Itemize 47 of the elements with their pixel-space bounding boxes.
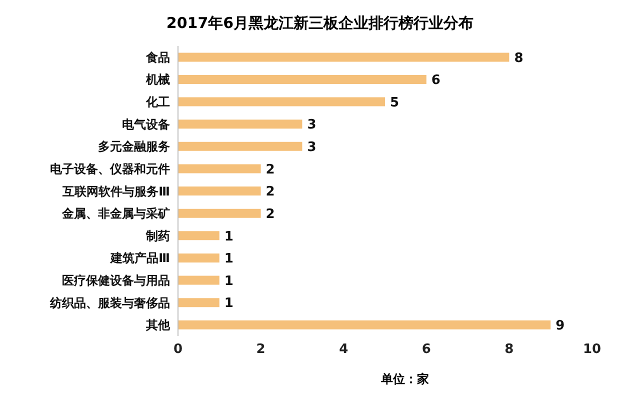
data-label: 2: [266, 162, 275, 178]
data-label: 2: [266, 184, 275, 200]
bar: [178, 231, 220, 240]
data-label: 5: [390, 95, 400, 110]
data-label: 1: [224, 296, 234, 312]
y-tick-label: 金属、非金属与采矿: [61, 206, 170, 221]
y-tick-label: 互联网软件与服务Ⅲ: [62, 184, 170, 198]
data-label: 1: [224, 229, 234, 244]
bar: [178, 186, 261, 196]
data-label: 6: [431, 73, 440, 88]
x-tick-label: 10: [582, 342, 602, 358]
bar: [178, 208, 261, 218]
x-tick-label: 2: [256, 342, 266, 358]
y-tick-label: 化工: [145, 95, 170, 110]
bar: [178, 320, 551, 330]
x-tick-label: 8: [504, 342, 514, 358]
y-tick-label: 电子设备、仪器和元件: [50, 162, 170, 176]
x-tick-label: 0: [173, 342, 183, 358]
bar: [178, 142, 302, 151]
bar: [178, 120, 302, 129]
bar: [178, 253, 220, 262]
y-tick-label: 医疗保健设备与用品: [62, 273, 170, 288]
data-label: 8: [514, 50, 524, 66]
data-label: 9: [556, 318, 565, 334]
data-label: 3: [307, 140, 316, 156]
bar: [178, 97, 385, 106]
data-label: 1: [224, 252, 234, 267]
data-label: 3: [307, 118, 316, 133]
bar: [178, 164, 261, 174]
y-tick-label: 其他: [145, 318, 171, 332]
y-tick-label: 纺织品、服装与奢侈品: [49, 296, 170, 310]
y-tick-label: 电气设备: [122, 117, 170, 132]
bar: [178, 52, 510, 62]
y-tick-label: 制药: [145, 228, 170, 243]
data-label: 1: [224, 274, 234, 289]
y-tick-label: 食品: [145, 50, 170, 64]
y-tick-label: 多元金融服务: [98, 140, 170, 154]
data-label: 2: [266, 206, 275, 222]
bar: [178, 75, 426, 84]
x-tick-label: 4: [339, 342, 348, 358]
chart-title: 2017年6月黑龙江新三板企业排行榜行业分布: [165, 14, 475, 33]
y-tick-label: 机械: [145, 72, 170, 87]
y-tick-label: 建筑产品Ⅲ: [110, 251, 170, 266]
x-tick-label: 6: [422, 342, 431, 358]
bar: [178, 298, 220, 308]
bar: [178, 276, 220, 285]
x-axis-title: 单位：家: [380, 371, 430, 388]
